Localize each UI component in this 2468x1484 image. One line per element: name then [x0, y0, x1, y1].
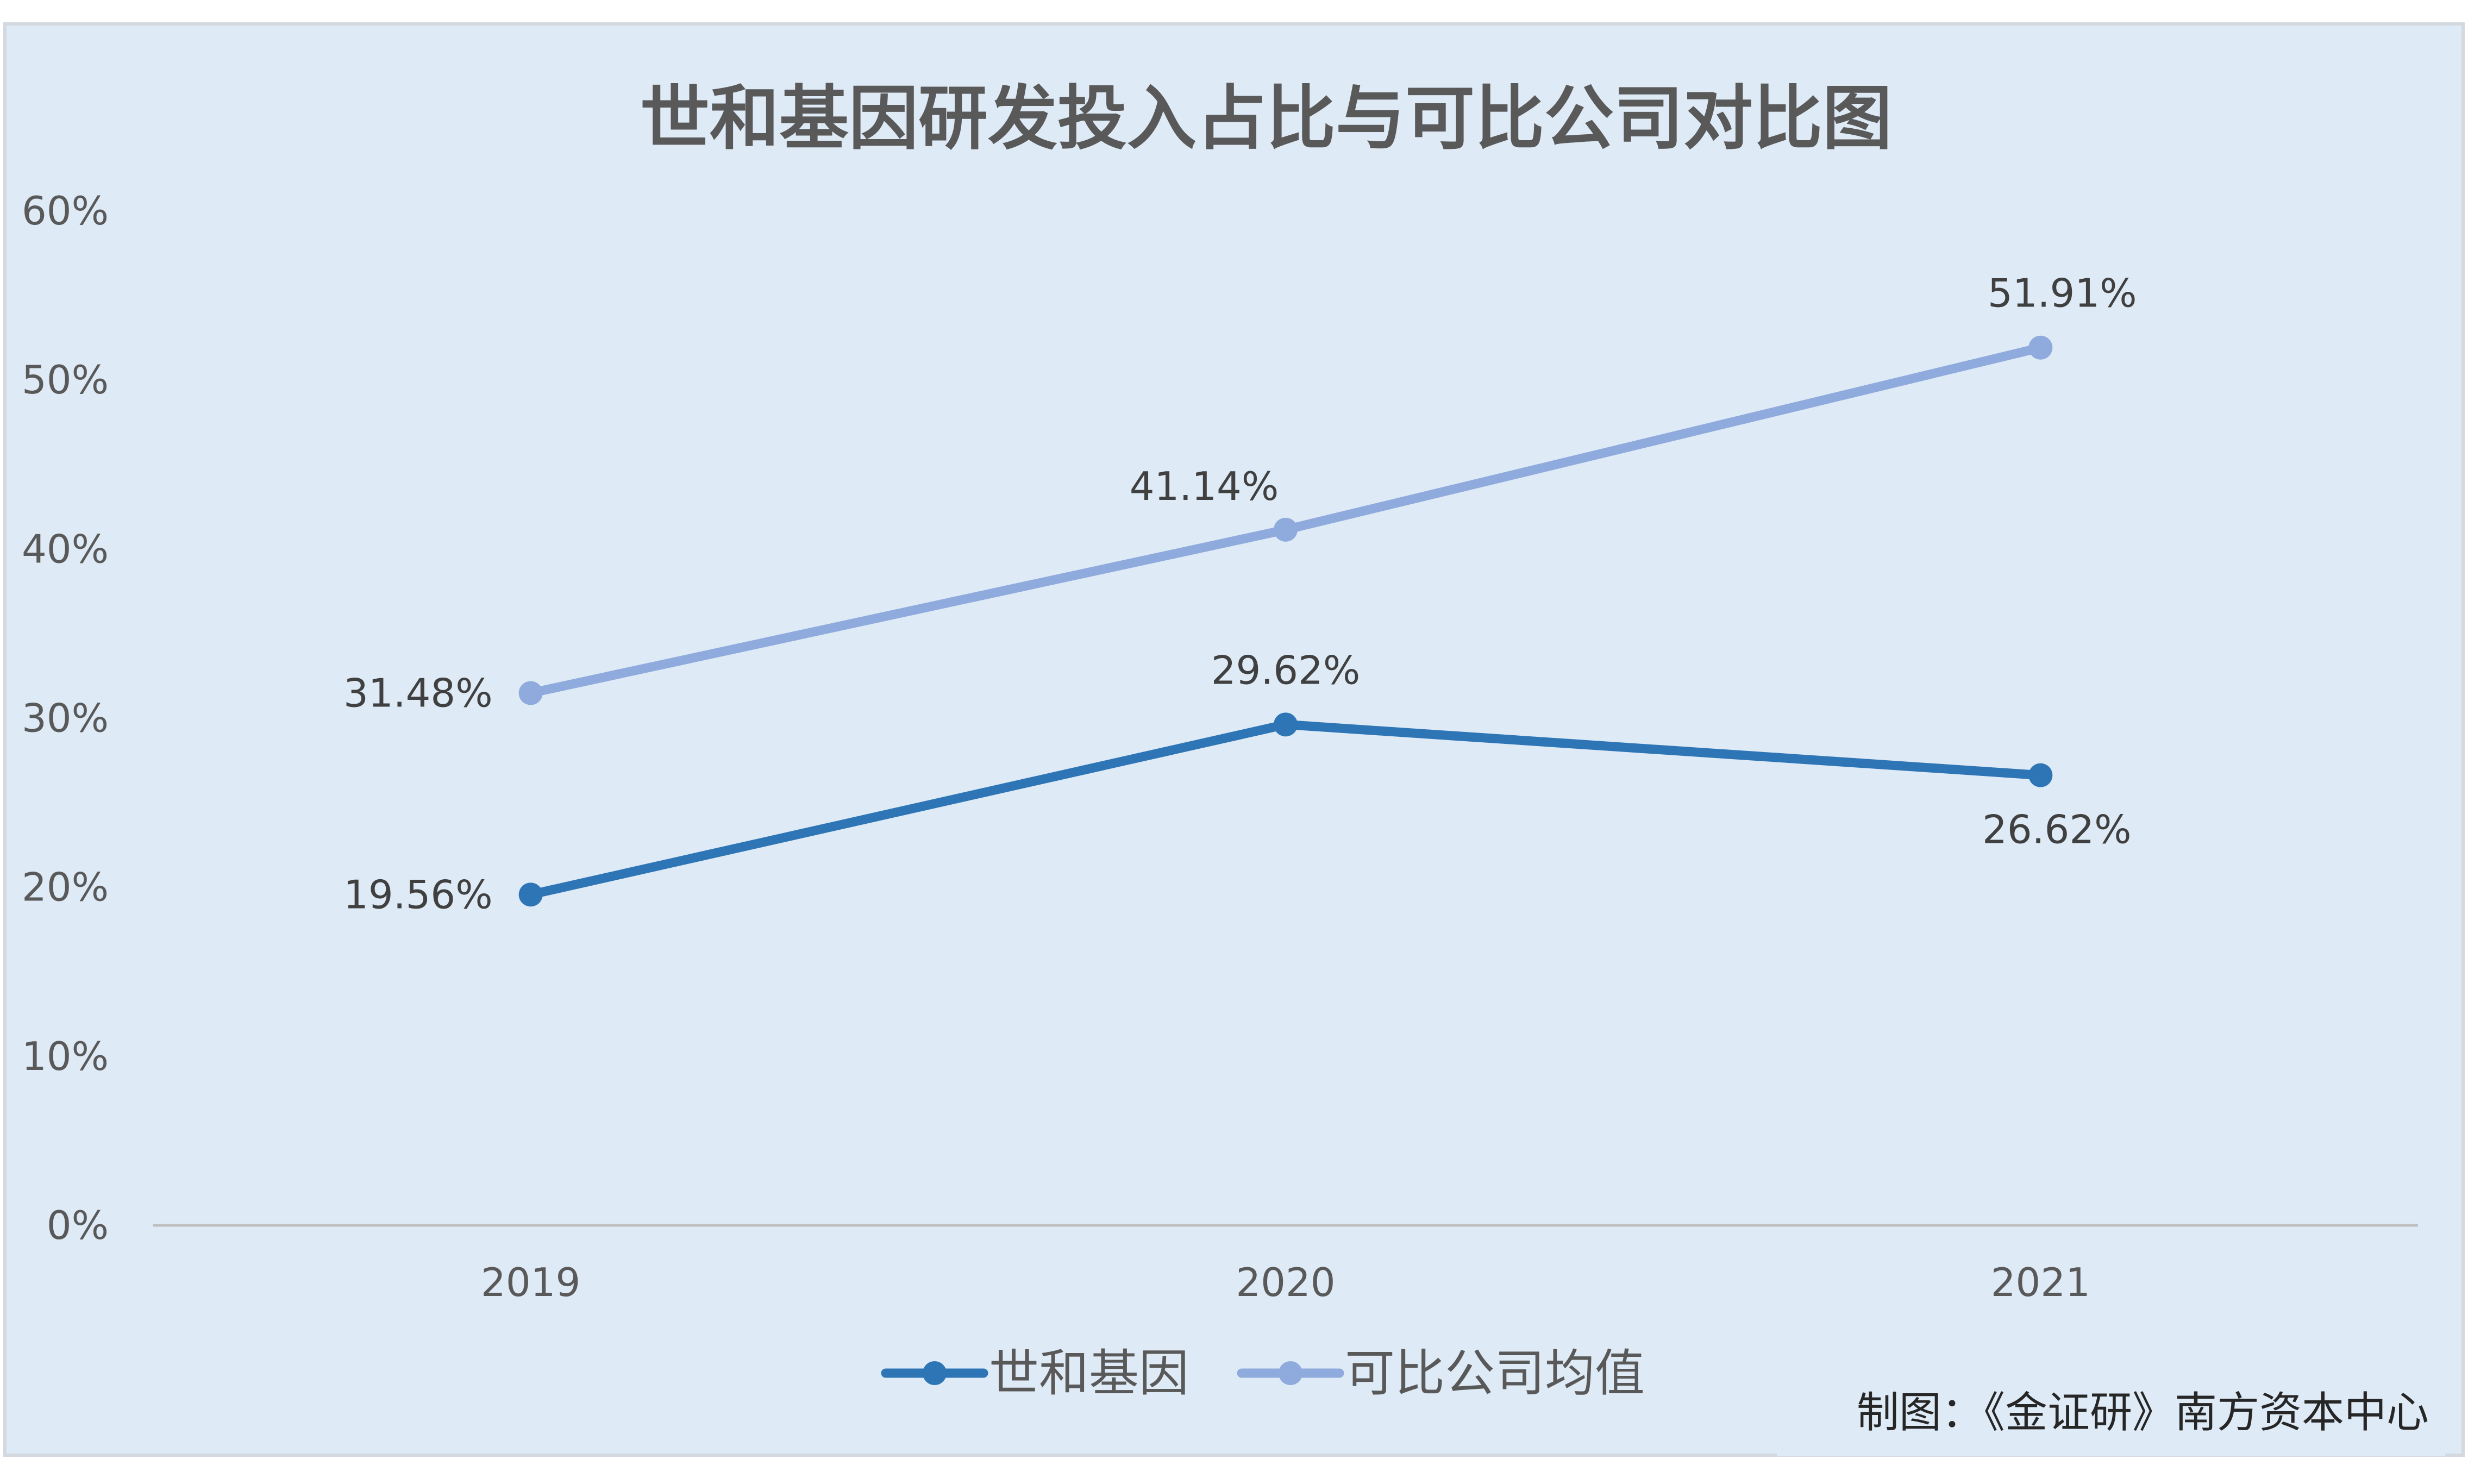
- y-axis: 0% 10% 20% 30% 40% 50% 60%: [22, 188, 109, 1248]
- chart-credit: 制图：《金证研》南方资本中心: [1777, 1369, 2445, 1456]
- data-point: [1274, 517, 1298, 542]
- data-point: [2028, 763, 2053, 787]
- data-label: 19.56%: [343, 872, 493, 917]
- x-tick-label: 2020: [1236, 1260, 1335, 1305]
- data-label: 41.14%: [1130, 464, 1279, 509]
- data-point: [1274, 712, 1298, 737]
- y-tick-label: 60%: [22, 188, 109, 234]
- chart-title: 世和基因研发投入占比与可比公司对比图: [640, 78, 1892, 159]
- legend-label: 可比公司均值: [1345, 1344, 1645, 1402]
- x-axis: 2019 2020 2021: [153, 1224, 2418, 1305]
- data-point: [2028, 335, 2053, 360]
- y-tick-label: 30%: [22, 696, 109, 741]
- data-label: 29.62%: [1211, 647, 1361, 693]
- y-tick-label: 40%: [22, 526, 109, 572]
- series-layer: 19.56% 29.62% 26.62% 31.48% 41.14% 51.91%: [343, 271, 2137, 918]
- legend-item-0: 世和基因: [881, 1344, 1189, 1402]
- legend-swatch-marker: [923, 1361, 947, 1385]
- y-tick-label: 10%: [22, 1034, 109, 1079]
- data-label: 31.48%: [343, 670, 493, 716]
- x-tick-label: 2021: [1991, 1260, 2090, 1305]
- data-point: [518, 882, 543, 907]
- legend: 世和基因 可比公司均值: [881, 1344, 1645, 1402]
- data-label: 51.91%: [1988, 271, 2137, 316]
- data-point: [518, 681, 543, 705]
- y-tick-label: 20%: [22, 865, 109, 910]
- legend-item-1: 可比公司均值: [1237, 1344, 1645, 1402]
- y-tick-label: 50%: [22, 357, 109, 403]
- legend-label: 世和基因: [989, 1344, 1189, 1402]
- legend-swatch-marker: [1279, 1361, 1302, 1385]
- series-1: 31.48% 41.14% 51.91%: [343, 271, 2137, 716]
- series-line: [526, 719, 2045, 899]
- data-label: 26.62%: [1982, 807, 2132, 853]
- series-0: 19.56% 29.62% 26.62%: [343, 647, 2131, 917]
- y-tick-label: 0%: [47, 1203, 109, 1248]
- x-tick-label: 2019: [481, 1260, 580, 1305]
